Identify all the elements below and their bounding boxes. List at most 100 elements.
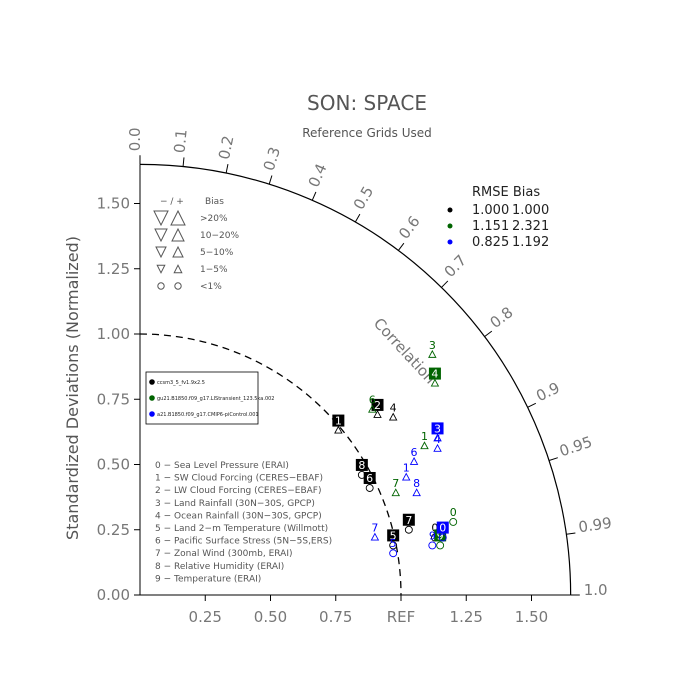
y-tick-label: 0.00: [97, 586, 130, 604]
bias-legend-header: − / +: [160, 197, 184, 207]
data-point-label: 0: [450, 506, 457, 519]
bias-legend-label: 5−10%: [200, 248, 234, 258]
data-point-label-box: [371, 398, 384, 411]
bias-legend-symbol-minus: [154, 228, 168, 243]
bias-legend-symbol-minus: [155, 246, 167, 259]
corr-tick-label: 0.9: [533, 379, 562, 406]
data-point-label-box: [431, 422, 444, 435]
corr-tick: [354, 213, 361, 223]
bias-legend-header: Bias: [205, 197, 224, 207]
corr-tick: [484, 330, 493, 338]
data-point-marker: [389, 549, 398, 558]
ref-label: REF: [387, 608, 416, 626]
rmse-table-dot: [447, 223, 453, 229]
variable-legend-item: 6 − Pacific Surface Stress (5N−5S,ERS): [155, 537, 332, 547]
corr-tick-label: 0.8: [487, 303, 517, 332]
case-legend-label: gu21.B1850.f09_g17.LIStransient_123.5ka.…: [157, 396, 275, 402]
chart-subtitle: Reference Grids Used: [302, 126, 432, 140]
corr-tick-label: 0.1: [170, 128, 190, 154]
data-point-marker: [436, 541, 445, 550]
rmse-table-dot: [447, 207, 453, 213]
data-point-marker: [433, 433, 442, 442]
y-tick-label: 1.25: [97, 260, 130, 278]
data-point-label: 8: [358, 459, 365, 472]
corr-tick-label: 0.6: [395, 213, 424, 243]
case-legend-label: a21.B1850.f09_g17.CMIP6-piControl.001: [157, 412, 259, 418]
data-point-marker: [430, 378, 440, 387]
data-point-label: 6: [411, 446, 418, 459]
data-point-marker: [357, 470, 366, 479]
corr-tick-label: 0.2: [215, 134, 237, 161]
corr-tick-label: 0.99: [577, 514, 613, 537]
corr-tick: [397, 242, 405, 251]
data-point-marker: [368, 404, 377, 413]
data-point-label: 7: [392, 477, 399, 490]
data-point-label: 6: [366, 472, 373, 485]
data-point-label: 9: [429, 529, 436, 542]
data-point-label: 7: [371, 522, 378, 535]
y-tick-label: 0.50: [97, 456, 130, 474]
bias-legend-symbol-minus: [156, 264, 166, 274]
rmse-table-header: RMSE Bias: [472, 185, 540, 200]
data-point-marker: [391, 488, 401, 497]
case-legend-label: ccsm3_5_fv1.9x2.5: [157, 380, 205, 386]
data-point-label: 1: [421, 430, 428, 443]
bias-legend-label: <1%: [200, 282, 222, 292]
data-point-marker: [409, 456, 419, 465]
corr-tick-label: 0.0: [126, 127, 144, 151]
corr-tick-label: 0.4: [305, 161, 331, 190]
data-point-marker: [449, 517, 458, 526]
corr-tick-label: 0.95: [557, 433, 594, 461]
rmse-table-bias: 1.000: [512, 203, 549, 218]
corr-tick: [268, 175, 273, 185]
data-point-label: 9: [437, 529, 444, 542]
data-point-label-box: [363, 471, 376, 484]
variable-legend-item: 3 − Land Rainfall (30N−30S, GPCP): [155, 499, 315, 509]
corr-tick: [527, 402, 537, 408]
bias-legend-symbol-plus: [172, 245, 184, 258]
data-point-marker: [373, 409, 382, 418]
data-point-marker: [404, 525, 413, 534]
bias-legend-symbol-minus: [157, 282, 165, 290]
data-point-label: 0: [431, 522, 438, 535]
data-point-marker: [389, 541, 398, 550]
y-axis-label: Standardized Deviations (Normalized): [63, 236, 82, 540]
corr-tick-label: 0.7: [441, 251, 471, 281]
data-point-label-box: [332, 414, 345, 427]
x-tick-label: 0.25: [189, 608, 222, 626]
variable-legend-item: 4 − Ocean Rainfall (30N−30S, GPCP): [155, 511, 322, 521]
data-point-label: 4: [431, 368, 438, 381]
data-point-marker: [401, 472, 411, 481]
data-point-marker: [428, 541, 437, 550]
variable-legend-item: 8 − Relative Humidity (ERAI): [155, 562, 284, 572]
rmse-table-rmse: 1.151: [472, 219, 509, 234]
x-tick-label: 0.75: [319, 608, 352, 626]
x-tick-label: 0.50: [254, 608, 287, 626]
corr-tick: [182, 157, 185, 167]
data-point-marker: [365, 484, 374, 492]
data-point-label: 3: [434, 422, 441, 435]
corr-tick: [548, 457, 558, 462]
data-point-label-box: [402, 513, 415, 526]
data-point-label: 8: [413, 477, 420, 490]
case-legend-dot: [149, 411, 155, 417]
x-tick-label: 1.50: [515, 608, 548, 626]
data-point-label: 1: [335, 415, 342, 428]
rmse-table-rmse: 0.825: [472, 235, 509, 250]
bias-legend-symbol-plus: [174, 282, 182, 290]
data-point-marker: [370, 532, 380, 541]
variable-legend-item: 9 − Temperature (ERAI): [155, 574, 261, 584]
rmse-table-bias: 1.192: [512, 235, 549, 250]
data-point-label: 5: [390, 537, 397, 550]
bias-legend-symbol-plus: [171, 227, 185, 242]
corr-tick: [566, 532, 576, 535]
rmse-table-dot: [447, 239, 453, 245]
data-point-label-box: [436, 521, 449, 534]
bias-legend-label: 10−20%: [200, 231, 239, 241]
data-point-label: 6: [369, 394, 376, 407]
rmse-table-rmse: 1.000: [472, 203, 509, 218]
corr-tick: [225, 164, 229, 174]
y-tick-label: 0.75: [97, 390, 130, 408]
